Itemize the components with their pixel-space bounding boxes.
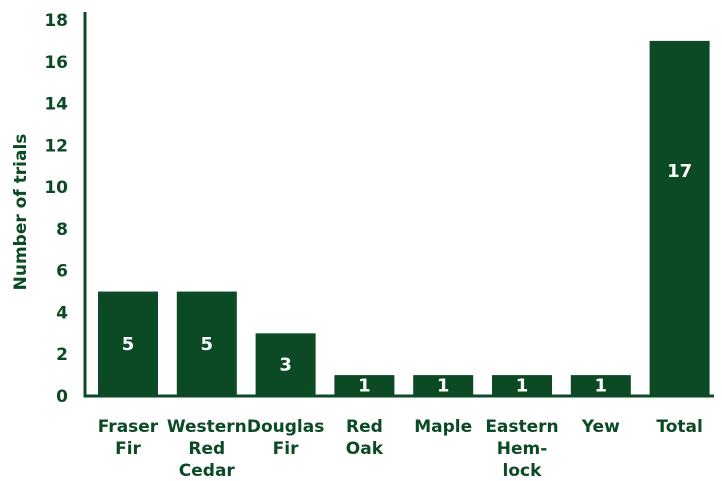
bar-value-label: 5: [122, 334, 135, 355]
category-label: Western Red Cedar: [167, 417, 247, 481]
y-tick-label: 12: [44, 136, 68, 156]
bar: [650, 41, 710, 396]
y-tick-label: 10: [44, 178, 68, 198]
bar-value-label: 5: [201, 334, 214, 355]
y-tick-label: 2: [56, 345, 68, 365]
y-axis-title: Number of trials: [11, 134, 31, 291]
bar-value-label: 17: [667, 161, 692, 182]
category-label: Total: [656, 417, 702, 437]
bar-value-label: 1: [358, 376, 371, 397]
y-axis-ticks: 0 2 4 6 8 10 12 14 16 18: [44, 11, 68, 407]
y-tick-label: 16: [44, 53, 68, 73]
category-label: Eastern Hem-lock: [485, 417, 558, 481]
y-tick-label: 18: [44, 11, 68, 31]
y-tick-label: 6: [56, 262, 68, 282]
bar-value-label: 1: [437, 376, 450, 397]
y-tick-label: 8: [56, 220, 68, 240]
y-tick-label: 0: [56, 387, 68, 407]
bars: 5 5 3 1 1 1 1 17: [98, 41, 710, 397]
y-axis-title-group: Number of trials: [11, 134, 31, 291]
category-label: Red Oak: [346, 417, 384, 459]
category-label: Yew: [581, 417, 620, 437]
y-tick-label: 14: [44, 95, 68, 115]
bar-value-label: 1: [595, 376, 608, 397]
y-tick-label: 4: [56, 303, 68, 323]
category-label: Fraser Fir: [98, 417, 159, 459]
category-label: Maple: [414, 417, 472, 437]
category-label: Douglas Fir: [247, 417, 324, 459]
bar-value-label: 1: [516, 376, 529, 397]
bar-value-label: 3: [279, 355, 292, 376]
